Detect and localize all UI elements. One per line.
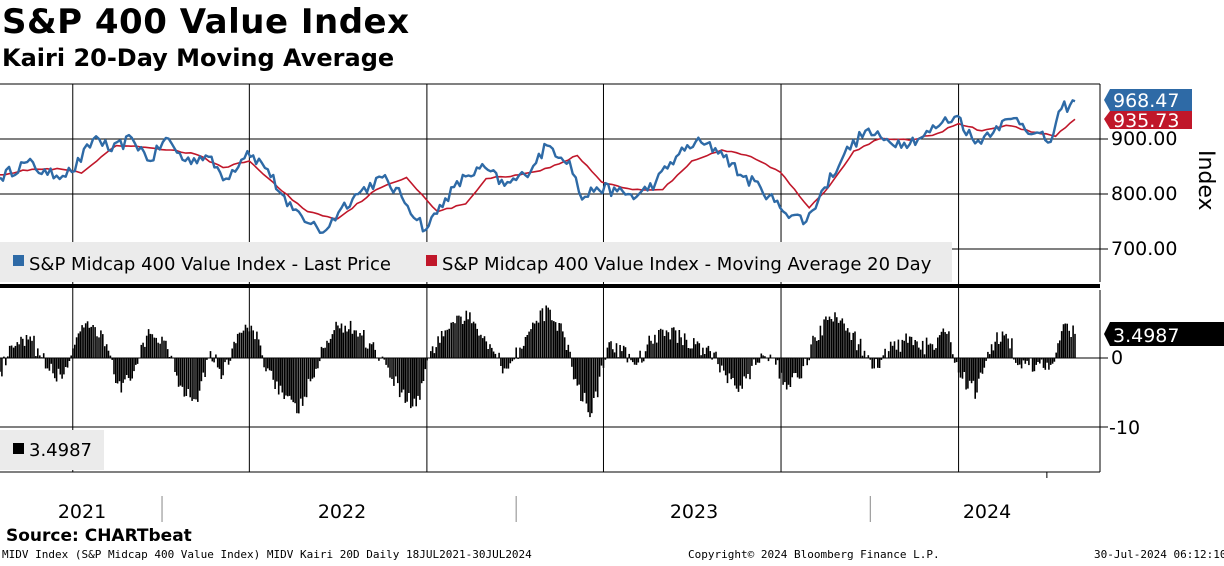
ytick-800: 800.00 <box>1111 183 1177 205</box>
legend-price-swatch <box>13 255 24 266</box>
timestamp: 30-Jul-2024 06:12:10 <box>1094 548 1224 561</box>
source-label: Source: CHARTbeat <box>6 526 192 546</box>
chart-subtitle: Kairi 20-Day Moving Average <box>2 44 395 72</box>
upper-legend-box <box>0 242 952 282</box>
ytick-900: 900.00 <box>1111 128 1177 150</box>
copyright: Copyright© 2024 Bloomberg Finance L.P. <box>688 548 940 561</box>
ytick-0: 0 <box>1111 347 1123 369</box>
kairi-last-value: 3.4987 <box>1113 325 1179 347</box>
ma-last-tag <box>1104 111 1192 129</box>
y-axis-label: Index <box>1193 150 1218 211</box>
moving-average-line <box>0 118 1076 220</box>
xtick-2022: 2022 <box>318 501 366 523</box>
ticker-info: MIDV Index (S&P Midcap 400 Value Index) … <box>2 548 532 561</box>
xtick-2024: 2024 <box>963 501 1011 523</box>
ytick-700: 700.00 <box>1111 238 1177 260</box>
legend-kairi-label: 3.4987 <box>29 440 92 461</box>
kairi-last-tag <box>1104 322 1224 346</box>
legend-kairi-swatch <box>13 443 24 454</box>
xtick-2023: 2023 <box>670 501 718 523</box>
kairi-bars <box>0 305 1076 418</box>
ytick-neg10: -10 <box>1109 417 1140 439</box>
ma-last-value: 935.73 <box>1113 110 1179 132</box>
chart-frames <box>0 83 1101 473</box>
price-last-tag <box>1104 89 1192 111</box>
legend-ma-label: S&P Midcap 400 Value Index - Moving Aver… <box>442 254 932 275</box>
legend-ma-swatch <box>426 255 437 266</box>
price-line <box>0 99 1076 234</box>
xtick-2021: 2021 <box>58 501 106 523</box>
chart-title: S&P 400 Value Index <box>2 2 410 42</box>
price-lines <box>0 99 1076 234</box>
legend-price-label: S&P Midcap 400 Value Index - Last Price <box>29 254 391 275</box>
price-last-value: 968.47 <box>1113 90 1179 112</box>
